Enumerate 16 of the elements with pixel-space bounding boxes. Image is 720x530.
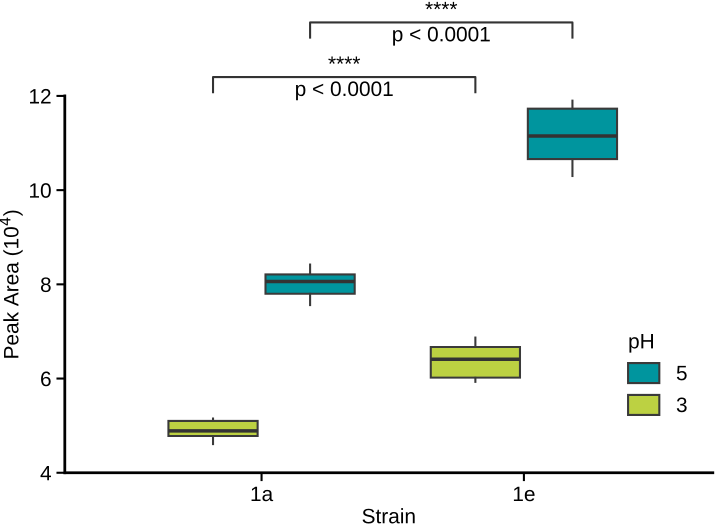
y-tick-label: 12: [30, 88, 51, 104]
x-tick-label: 1a: [252, 486, 274, 502]
text: p < 0.0001: [393, 26, 490, 46]
x-axis-title: Strain: [362, 508, 415, 524]
x-tick-label: 1e: [514, 486, 535, 502]
y-tick-label: 10: [30, 183, 51, 198]
y-tick-label: 6: [41, 372, 51, 386]
text: ****: [425, 2, 458, 10]
annotation: p < 0.0001: [296, 81, 393, 100]
text: ****: [328, 56, 360, 64]
legend-label: 3: [676, 397, 687, 412]
y-axis-title: Peak Area (10$^{4}$): [0, 210, 23, 358]
y-tick-label: 8: [40, 277, 51, 292]
y-tick-label: 4: [40, 466, 51, 480]
legend-title: pH: [629, 334, 653, 353]
legend-label: 5: [676, 366, 687, 380]
